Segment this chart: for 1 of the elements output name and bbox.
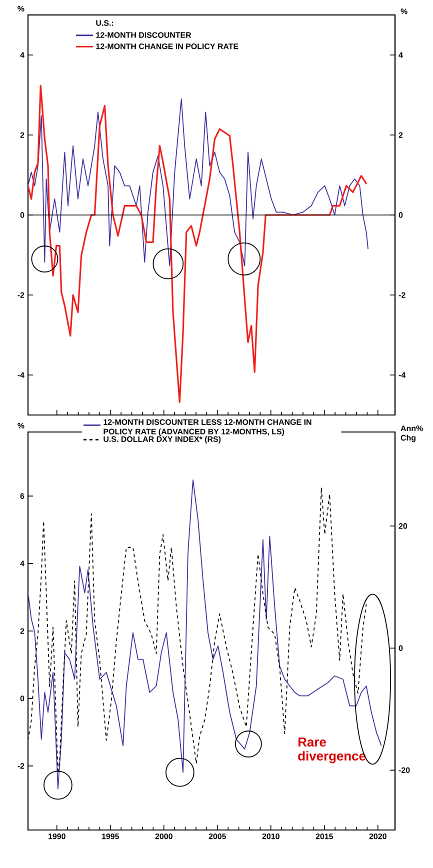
- annotation: Rare divergence: [298, 738, 366, 764]
